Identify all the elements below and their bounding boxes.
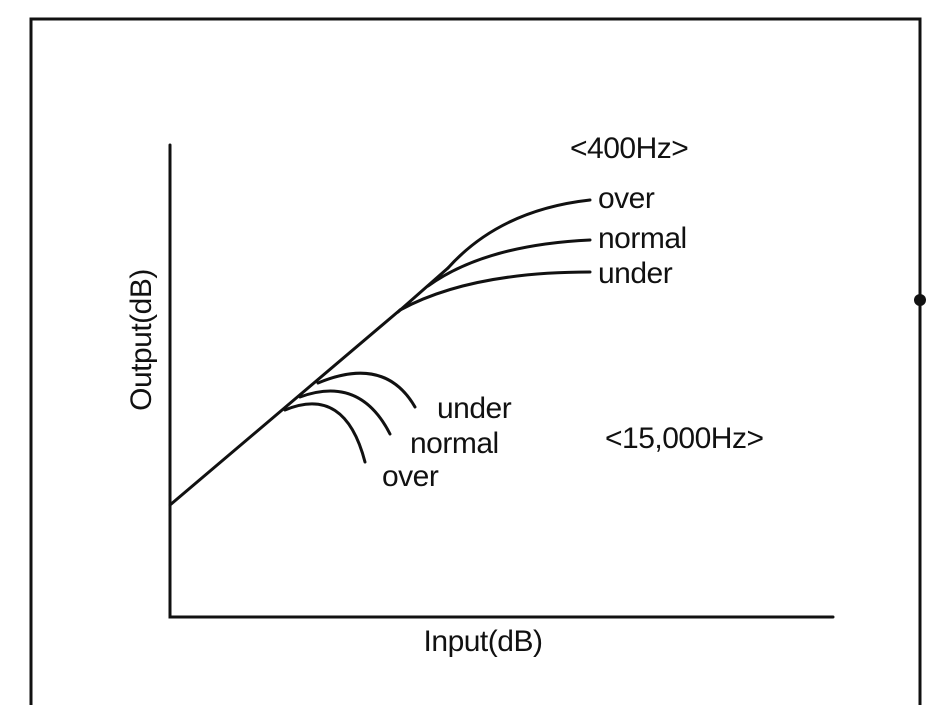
curve-label: normal: [598, 222, 687, 255]
frame: [29, 17, 922, 705]
curve-400-normal: [426, 238, 592, 288]
curve-400-over: [446, 198, 592, 270]
curve-label: over: [598, 182, 655, 215]
curve-label: over: [382, 460, 439, 493]
response-line: [168, 308, 402, 507]
curve-label: under: [598, 257, 673, 290]
frame-dot: [914, 294, 926, 306]
curve-400-under: [398, 270, 592, 312]
x-axis-label: Input(dB): [424, 625, 543, 658]
y-axis-label: Output(dB): [125, 269, 158, 411]
curve-label: normal: [410, 427, 499, 460]
curve-15k-over: [283, 402, 367, 464]
curve-label: under: [437, 392, 512, 425]
axes: [168, 143, 835, 619]
group-title: <400Hz>: [570, 132, 688, 165]
response-line-upper: [396, 266, 450, 314]
group-title: <15,000Hz>: [605, 422, 763, 455]
curve-15k-under: [316, 371, 417, 409]
curve-15k-normal: [298, 389, 392, 436]
